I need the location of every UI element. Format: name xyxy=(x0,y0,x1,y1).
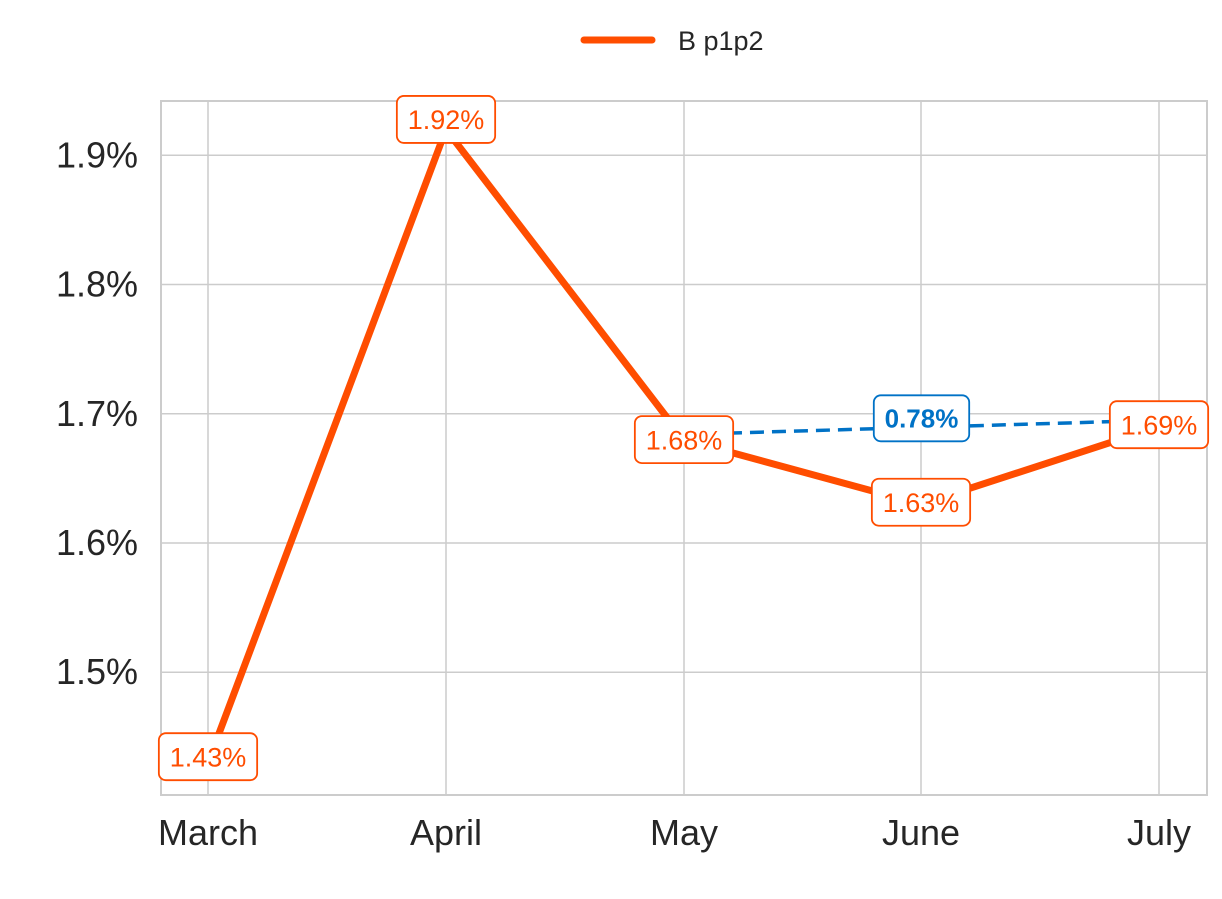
data-label: 1.69% xyxy=(1108,400,1210,450)
x-tick-label: July xyxy=(1127,812,1191,853)
data-labels: 1.43% 1.92% 1.68% 1.63% 1.69% xyxy=(157,95,1210,782)
y-tick-label: 1.6% xyxy=(56,522,138,563)
data-label-text: 1.69% xyxy=(1121,410,1198,440)
data-label: 1.92% xyxy=(395,95,497,144)
data-label-box xyxy=(1108,400,1210,450)
data-label-box xyxy=(870,477,972,527)
data-label-text: 1.63% xyxy=(883,488,960,518)
legend-label: B p1p2 xyxy=(678,26,764,56)
x-tick-label: May xyxy=(650,812,718,853)
y-tick-label: 1.8% xyxy=(56,264,138,305)
data-label-box xyxy=(157,732,259,782)
x-tick-label: June xyxy=(882,812,960,853)
annotation: 0.78% xyxy=(683,394,1160,443)
annotation-label-box xyxy=(872,394,971,443)
data-label-text: 1.68% xyxy=(646,425,723,455)
data-label: 1.68% xyxy=(633,415,735,464)
data-label: 1.63% xyxy=(870,477,972,527)
y-tick-label: 1.7% xyxy=(56,393,138,434)
y-tick-label: 1.9% xyxy=(56,134,138,175)
x-tick-label: March xyxy=(158,812,258,853)
data-label-box xyxy=(395,95,497,144)
axes: March April May June July 1.5% 1.6% 1.7% 1.8% 1.9… xyxy=(56,134,1191,853)
x-tick-label: April xyxy=(410,812,482,853)
legend: B p1p2 xyxy=(580,26,764,56)
data-label-text: 1.92% xyxy=(408,105,485,135)
data-label: 1.43% xyxy=(157,732,259,782)
data-label-box xyxy=(633,415,735,464)
annotation-label: 0.78% xyxy=(872,394,971,443)
annotation-line xyxy=(683,418,1160,437)
annotation-label-text: 0.78% xyxy=(885,404,959,434)
y-tick-label: 1.5% xyxy=(56,651,138,692)
data-label-text: 1.43% xyxy=(170,742,247,772)
plot-frame xyxy=(160,100,1208,796)
